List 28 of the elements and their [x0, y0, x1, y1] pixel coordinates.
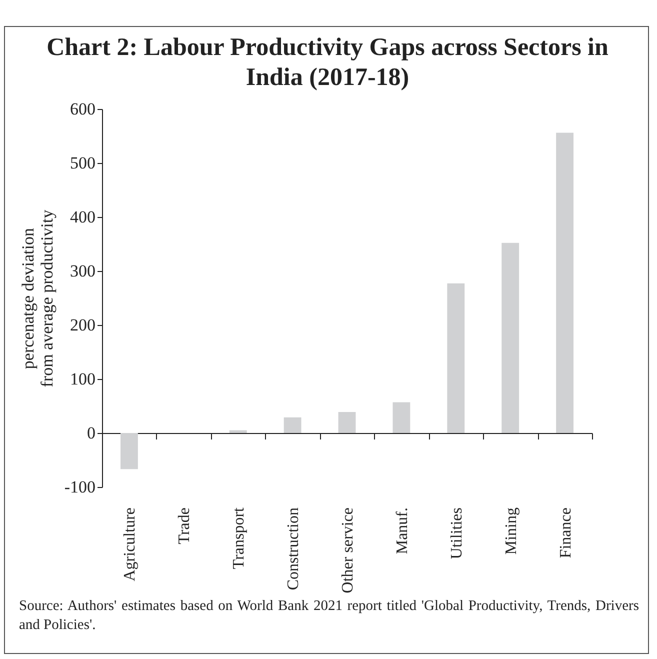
- x-tick-label: Trade: [176, 508, 194, 544]
- bar: [392, 402, 410, 433]
- bar: [284, 417, 302, 433]
- x-tick-label: Other service: [340, 508, 356, 594]
- source-note: Source: Authors' estimates based on World Bank 2021 report titled 'Global Productivity, Trends, Drivers and Policies'.: [19, 597, 639, 635]
- y-tick-label: 500: [70, 154, 96, 172]
- x-tick-label: Transport: [230, 506, 248, 570]
- y-tick-label: -100: [64, 478, 96, 496]
- x-tick-label: Finance: [557, 508, 574, 558]
- x-tick-label: Construction: [285, 508, 302, 590]
- bar: [229, 430, 247, 433]
- x-tick-label: Agriculture: [122, 508, 139, 582]
- y-tick-label: 0: [87, 424, 96, 442]
- bar: [447, 283, 465, 433]
- bar: [120, 433, 138, 470]
- y-tick-label: 100: [70, 370, 96, 388]
- bar: [556, 132, 574, 433]
- chart-title: Chart 2: Labour Productivity Gaps across Sectors in India (2017-18): [46, 33, 610, 93]
- bar: [338, 412, 356, 433]
- x-tick-label: Mining: [502, 508, 520, 555]
- x-tick-label: Manuf.: [394, 508, 411, 554]
- y-tick-label: 600: [70, 100, 96, 118]
- bar: [502, 242, 520, 433]
- y-tick-label: 200: [70, 316, 96, 334]
- y-tick-label: 400: [70, 208, 96, 226]
- y-axis-title: percenatge deviation from average productivity: [18, 209, 56, 388]
- x-tick-label: Utilities: [448, 508, 466, 560]
- y-tick-label: 300: [70, 262, 96, 280]
